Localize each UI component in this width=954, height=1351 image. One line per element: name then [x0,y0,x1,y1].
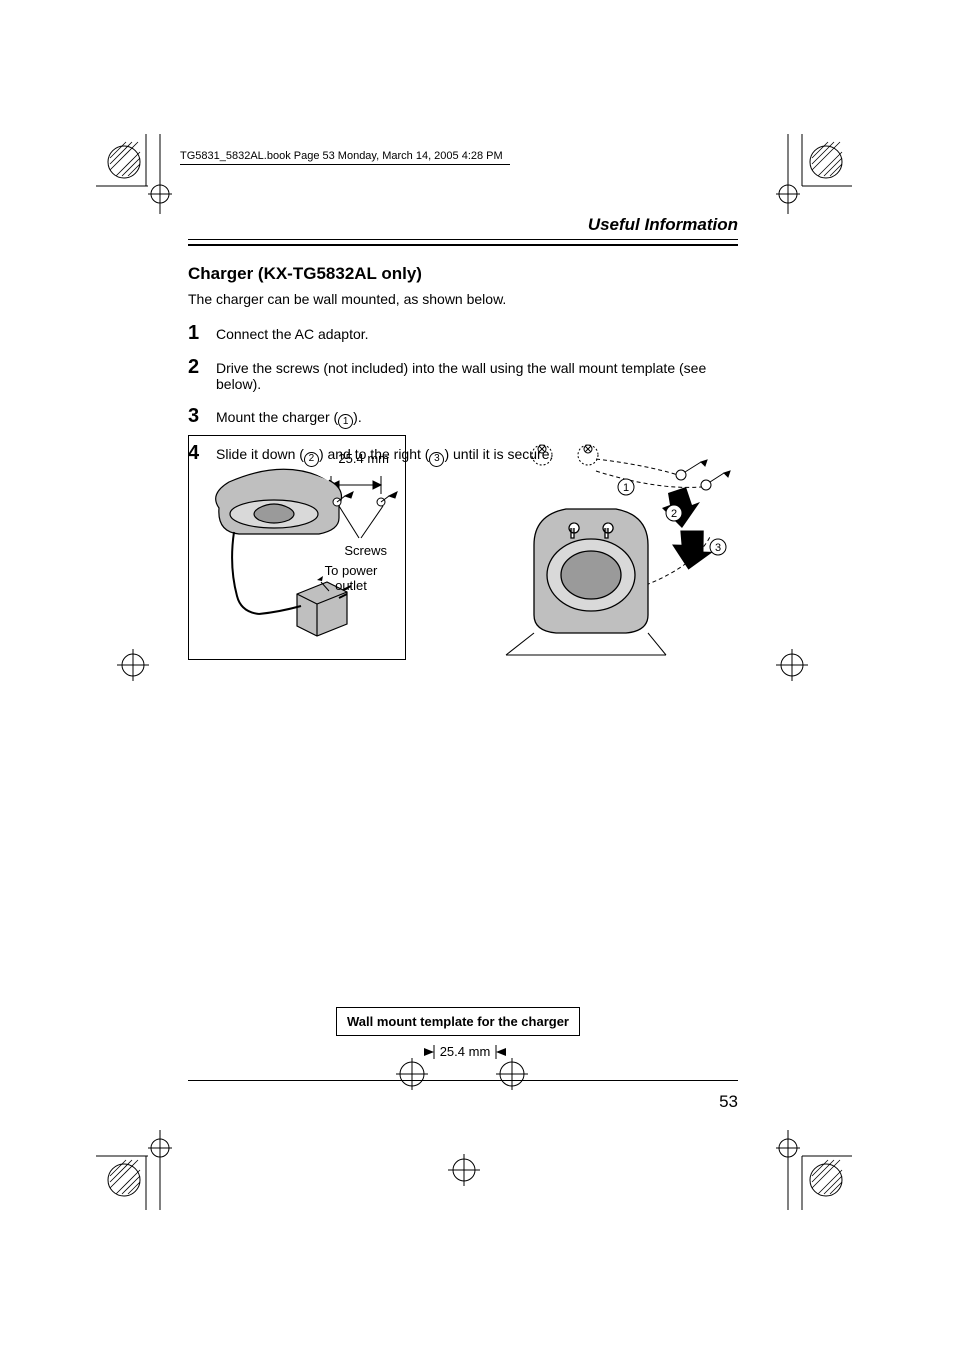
crosshair-right [772,645,812,685]
step-text: Drive the screws (not included) into the… [216,357,738,392]
book-header-text: TG5831_5832AL.book Page 53 Monday, March… [180,150,503,162]
svg-text:2: 2 [671,508,677,520]
svg-text:3: 3 [715,542,721,554]
step-2: 2 Drive the screws (not included) into t… [188,357,738,392]
step-3: 3 Mount the charger (1). [188,406,738,430]
page-number: 53 [719,1092,738,1112]
crop-mark-bottom-right [740,1120,860,1220]
template-targets [388,1056,538,1097]
rule-thick [188,244,738,246]
section-label: Useful Information [188,215,738,239]
step-text: Mount the charger (1). [216,406,362,430]
footer-rule [188,1080,738,1081]
intro-text: The charger can be wall mounted, as show… [188,290,738,309]
t: Mount the charger ( [216,409,338,425]
step-num: 1 [188,323,206,343]
template-box: Wall mount template for the charger [336,1007,580,1036]
t: ). [353,409,362,425]
heading: Charger (KX-TG5832AL only) [188,264,738,284]
step-text: Connect the AC adaptor. [216,323,369,342]
circled-1: 1 [338,414,353,429]
step-num: 2 [188,357,206,377]
t: outlet [335,578,367,593]
fig1-dim-label: 25.4 mm [338,452,389,467]
rule-thin [188,239,738,240]
page-root: TG5831_5832AL.book Page 53 Monday, March… [0,0,954,1351]
step-num: 3 [188,406,206,426]
svg-text:1: 1 [623,482,629,494]
figure-2: 1 2 3 [496,435,736,680]
fig1-screws-label: Screws [344,544,387,559]
crosshair-bottom [444,1150,484,1190]
step-1: 1 Connect the AC adaptor. [188,323,738,343]
fig1-outlet-label: To power outlet [311,564,391,594]
crop-mark-bottom-left [86,1120,186,1220]
figure-1: 25.4 mm Screws To power outlet [188,435,406,660]
crop-mark-top-right [740,124,860,224]
crop-mark-top-left [86,124,186,224]
figures-row: 25.4 mm Screws To power outlet [188,435,748,680]
book-header: TG5831_5832AL.book Page 53 Monday, March… [180,150,740,165]
crosshair-left [113,645,153,685]
t: To power [325,563,378,578]
